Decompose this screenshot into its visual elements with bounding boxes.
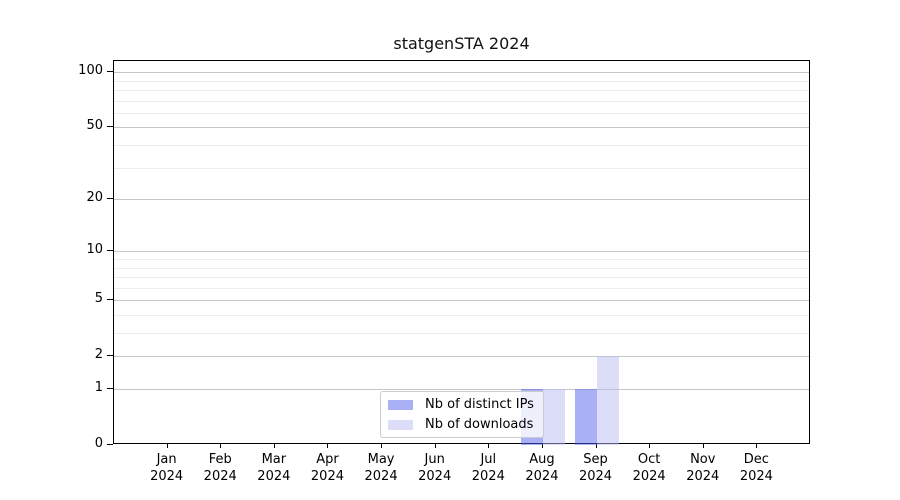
x-tick-label: Mar 2024 [257,452,291,484]
y-tick-mark [107,444,113,445]
x-tick-label: Oct 2024 [632,452,666,484]
major-gridline [114,127,809,129]
x-tick-label: Feb 2024 [203,452,237,484]
x-tick-mark [649,444,651,448]
major-gridline [114,300,809,302]
x-tick-label: Jul 2024 [471,452,505,484]
x-tick-label: Sep 2024 [578,452,613,484]
legend-label-distinct-ips: Nb of distinct IPs [425,397,534,412]
x-tick-label: Jan 2024 [150,452,184,484]
bar-distinct-ips [574,389,597,445]
minor-gridline [114,112,809,114]
plot-area [113,60,810,445]
legend-item-downloads: Nb of downloads [388,417,534,432]
minor-gridline [114,277,809,279]
y-tick-mark [107,250,113,252]
minor-gridline [114,267,809,269]
x-tick-mark [327,444,329,448]
x-tick-mark [595,444,597,448]
y-tick-label: 20 [86,190,103,206]
x-tick-label: Aug 2024 [525,452,559,484]
x-tick-label: Nov 2024 [686,452,720,484]
major-gridline [114,199,809,201]
x-tick-label: Jun 2024 [418,452,452,484]
minor-gridline [114,90,809,91]
y-tick-mark [107,299,113,301]
y-tick-label: 50 [86,118,103,134]
bar-downloads [542,389,565,445]
x-tick-mark [541,444,543,448]
y-tick-label: 0 [94,436,103,451]
y-tick-label: 5 [94,291,103,307]
major-gridline [114,356,809,358]
y-tick-label: 100 [78,63,103,79]
legend-item-distinct-ips: Nb of distinct IPs [388,397,534,412]
legend-swatch-distinct-ips [388,399,413,410]
chart-title: statgenSTA 2024 [393,34,530,53]
y-tick-mark [107,126,113,128]
y-tick-mark [107,388,113,389]
y-tick-label: 1 [94,380,103,395]
minor-gridline [114,167,809,169]
minor-gridline [114,80,809,82]
minor-gridline [114,314,809,316]
y-tick-label: 2 [94,347,103,363]
x-tick-label: May 2024 [364,452,398,484]
legend: Nb of distinct IPs Nb of downloads [380,391,544,438]
minor-gridline [114,333,809,334]
minor-gridline [114,145,809,146]
legend-label-downloads: Nb of downloads [425,417,534,432]
x-tick-mark [273,444,275,448]
x-tick-mark [220,444,222,448]
x-tick-mark [381,444,383,448]
y-tick-mark [107,71,113,73]
x-tick-mark [756,444,758,448]
major-gridline [114,251,809,253]
bar-downloads [596,356,619,445]
x-tick-mark [702,444,704,448]
x-tick-label: Apr 2024 [310,452,344,484]
minor-gridline [114,258,809,260]
y-tick-mark [107,198,113,200]
y-tick-mark [107,355,113,357]
x-tick-mark [166,444,168,448]
minor-gridline [114,100,809,102]
x-tick-mark [488,444,490,448]
x-tick-label: Dec 2024 [739,452,773,484]
x-tick-mark [434,444,436,448]
minor-gridline [114,287,809,289]
y-tick-label: 10 [86,242,103,258]
major-gridline [114,72,809,74]
legend-swatch-downloads [388,419,413,430]
major-gridline [114,389,809,390]
